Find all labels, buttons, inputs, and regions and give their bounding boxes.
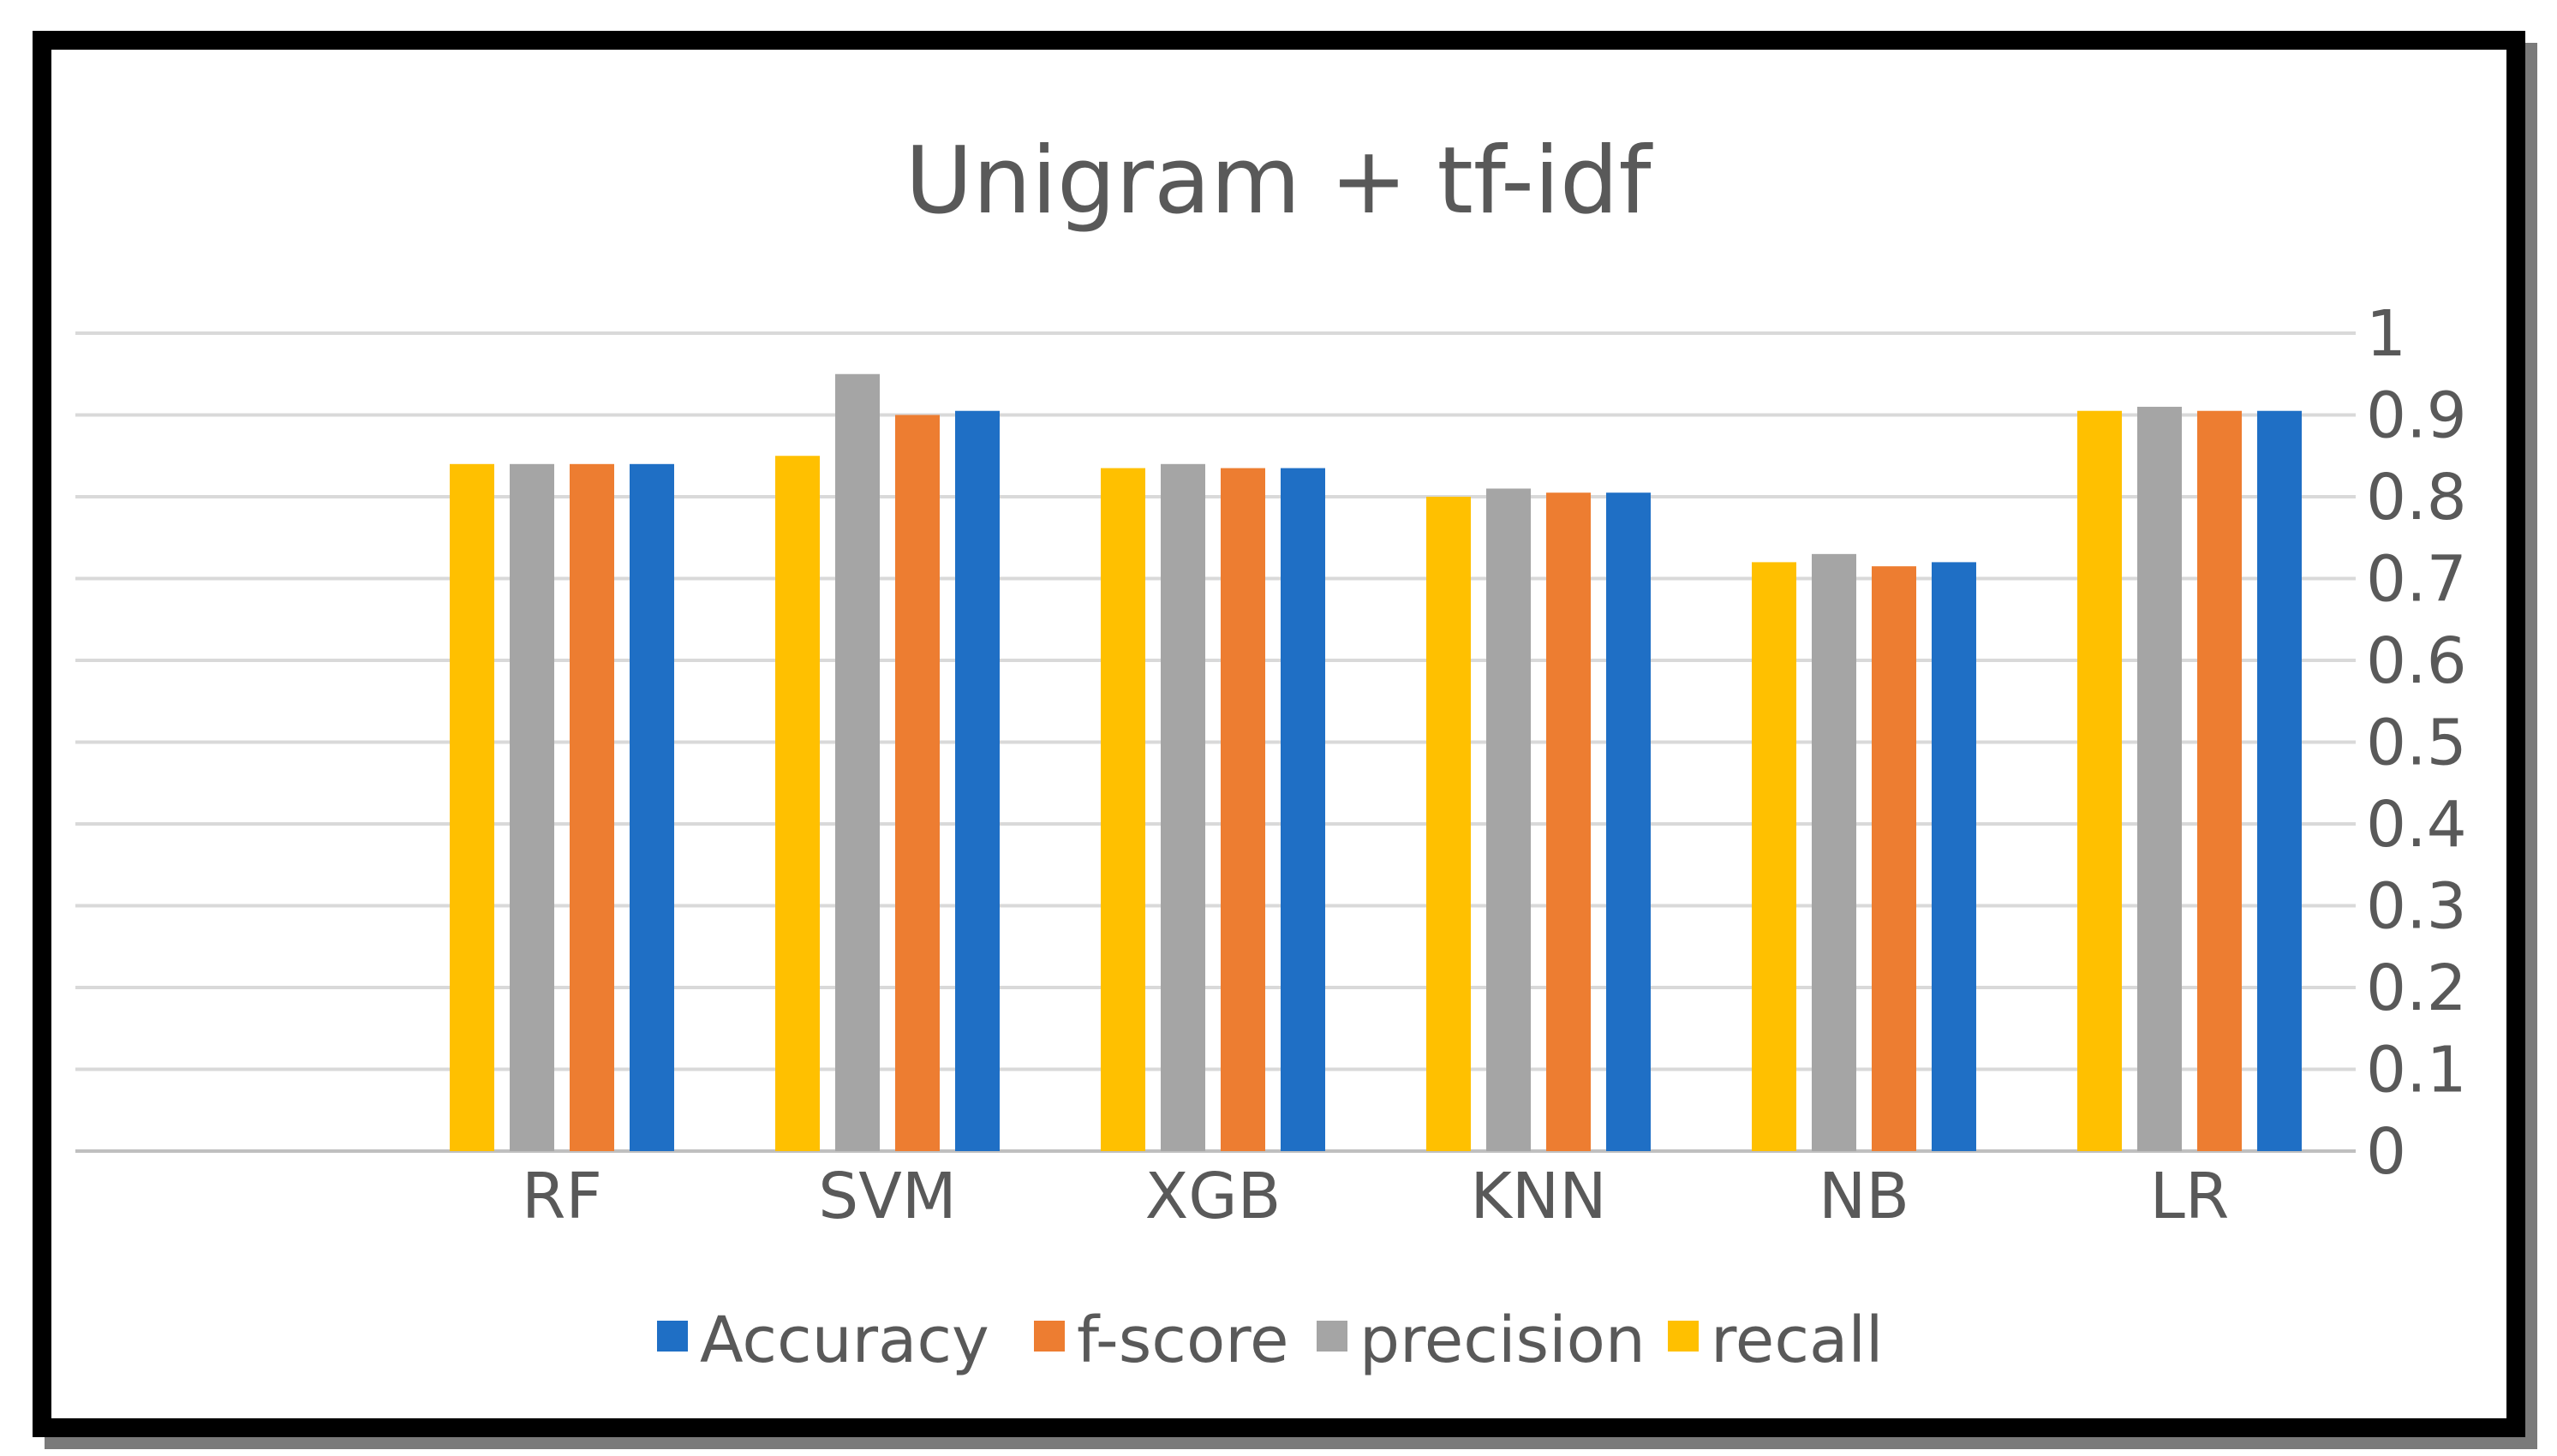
y-tick-label: 0.3: [2366, 870, 2467, 944]
y-tick-label: 0.6: [2366, 624, 2467, 698]
legend-item-f-score: f-score: [1034, 1304, 1289, 1377]
legend: Accuracy f-score precision recall: [657, 1304, 1883, 1377]
y-tick-label: 0.9: [2366, 379, 2467, 453]
y-tick-label: 0.1: [2366, 1034, 2467, 1107]
x-category-label: RF: [522, 1160, 602, 1233]
bar-recall-lr: [2077, 410, 2122, 1152]
bar-f-score-knn: [1546, 492, 1591, 1151]
bar-precision-knn: [1486, 488, 1531, 1151]
legend-item-precision: precision: [1317, 1304, 1646, 1377]
legend-swatch: [1668, 1321, 1699, 1352]
y-tick-label: 0.4: [2366, 788, 2467, 862]
bar-accuracy-nb: [1932, 562, 1976, 1151]
legend-label: Accuracy: [700, 1304, 989, 1377]
bar-recall-svm: [775, 456, 820, 1151]
x-category-label: NB: [1819, 1160, 1909, 1233]
legend-item-accuracy: Accuracy: [657, 1304, 989, 1377]
bar-accuracy-knn: [1606, 492, 1651, 1151]
y-axis-ticks: 0 0.1 0.2 0.3 0.4 0.5 0.60.7 0.8 0.9 1: [2366, 297, 2467, 1189]
legend-swatch: [1034, 1321, 1065, 1352]
y-tick-label: 0.2: [2366, 952, 2467, 1025]
bar-f-score-svm: [895, 415, 940, 1151]
bar-accuracy-rf: [630, 463, 674, 1151]
x-axis-categories: RF SVM XGB KNN NB LR: [522, 1160, 2229, 1233]
gridlines: [75, 331, 2356, 1153]
bar-recall-rf: [450, 463, 494, 1151]
x-category-label: XGB: [1145, 1160, 1281, 1233]
bar-accuracy-xgb: [1281, 468, 1325, 1151]
bar-accuracy-svm: [955, 410, 1000, 1152]
bar-f-score-xgb: [1221, 468, 1265, 1151]
chart-title: Unigram + tf-idf: [905, 128, 1653, 235]
legend-item-recall: recall: [1668, 1304, 1883, 1377]
y-tick-label: 0.5: [2366, 707, 2467, 780]
bar-precision-xgb: [1161, 463, 1205, 1151]
bar-recall-xgb: [1101, 468, 1145, 1151]
bar-f-score-lr: [2197, 410, 2242, 1152]
bar-precision-lr: [2137, 406, 2182, 1151]
bar-accuracy-lr: [2257, 410, 2302, 1152]
bar-precision-rf: [510, 463, 554, 1151]
bar-recall-nb: [1752, 562, 1796, 1151]
y-tick-label: 0.8: [2366, 461, 2467, 534]
x-category-label: LR: [2150, 1160, 2230, 1233]
bar-f-score-rf: [570, 463, 614, 1151]
bar-f-score-nb: [1872, 566, 1916, 1151]
legend-label: f-score: [1077, 1304, 1289, 1377]
legend-swatch: [1317, 1321, 1347, 1352]
bar-recall-knn: [1426, 497, 1471, 1151]
legend-label: recall: [1711, 1304, 1883, 1377]
bars: [450, 373, 2302, 1152]
y-tick-label: 0: [2366, 1115, 2406, 1189]
x-category-label: KNN: [1470, 1160, 1606, 1233]
y-tick-label: 1: [2366, 297, 2406, 371]
bar-precision-nb: [1812, 553, 1856, 1151]
y-tick-label: 0.7: [2366, 543, 2467, 617]
x-category-label: SVM: [818, 1160, 956, 1233]
bar-precision-svm: [835, 373, 880, 1151]
legend-swatch: [657, 1321, 688, 1352]
legend-label: precision: [1359, 1304, 1646, 1377]
